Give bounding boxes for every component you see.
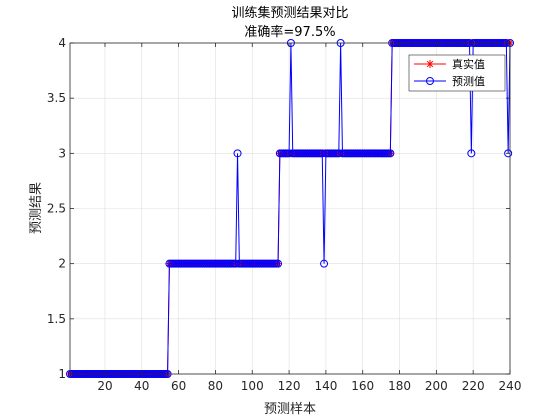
x-tick-label: 100 [241,379,264,393]
x-tick-label: 220 [462,379,485,393]
chart-title: 训练集预测结果对比 [231,5,348,21]
data-point [274,259,283,268]
y-tick-label: 1 [58,367,66,381]
x-tick-label: 200 [425,379,448,393]
series-layer [66,39,514,378]
x-tick-label: 140 [314,379,337,393]
x-tick-label: 60 [171,379,186,393]
x-axis-label: 预测样本 [264,402,316,417]
tick-labels: 20 40 60 80 100 120 140 160 180 200 220 240 1 1.5 2 2.5… [47,36,522,393]
data-point [233,149,242,158]
x-tick-label: 20 [97,379,112,393]
data-point [386,149,395,158]
y-tick-label: 2.5 [47,202,66,216]
x-tick-label: 120 [278,379,301,393]
axis-ticks [70,42,511,375]
y-tick-label: 3.5 [47,91,66,105]
legend-label-true: 真实值 [452,57,485,71]
data-point [467,149,476,158]
legend-box [408,54,506,92]
y-axis-label: 预测结果 [29,182,44,234]
legend-marker-pred [426,77,434,85]
legend-entry-pred: 预测值 [414,75,485,88]
legend-label-pred: 预测值 [452,75,485,88]
y-tick-label: 3 [58,146,66,160]
y-tick-label: 2 [58,257,66,271]
data-point [504,149,513,158]
legend-entry-true: 真实值 [414,57,485,71]
legend-marker-true [426,60,434,68]
series-predicted-values [66,39,514,378]
x-tick-label: 80 [208,379,223,393]
x-tick-label: 240 [499,379,522,393]
x-tick-label: 180 [388,379,411,393]
x-tick-label: 160 [351,379,374,393]
legend: 真实值 预测值 [408,54,506,92]
y-tick-label: 4 [58,36,66,50]
data-point [320,259,329,268]
chart-subtitle: 准确率=97.5% [244,24,335,40]
x-tick-label: 40 [134,379,149,393]
y-tick-label: 1.5 [47,312,66,326]
